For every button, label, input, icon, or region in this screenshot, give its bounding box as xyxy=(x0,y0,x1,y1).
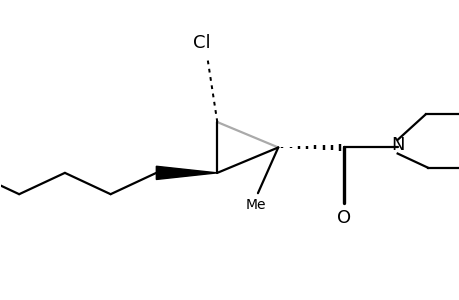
Text: Cl: Cl xyxy=(193,34,210,52)
Text: O: O xyxy=(336,209,351,227)
Text: Me: Me xyxy=(245,198,265,212)
Polygon shape xyxy=(156,166,217,179)
Text: N: N xyxy=(390,136,403,154)
